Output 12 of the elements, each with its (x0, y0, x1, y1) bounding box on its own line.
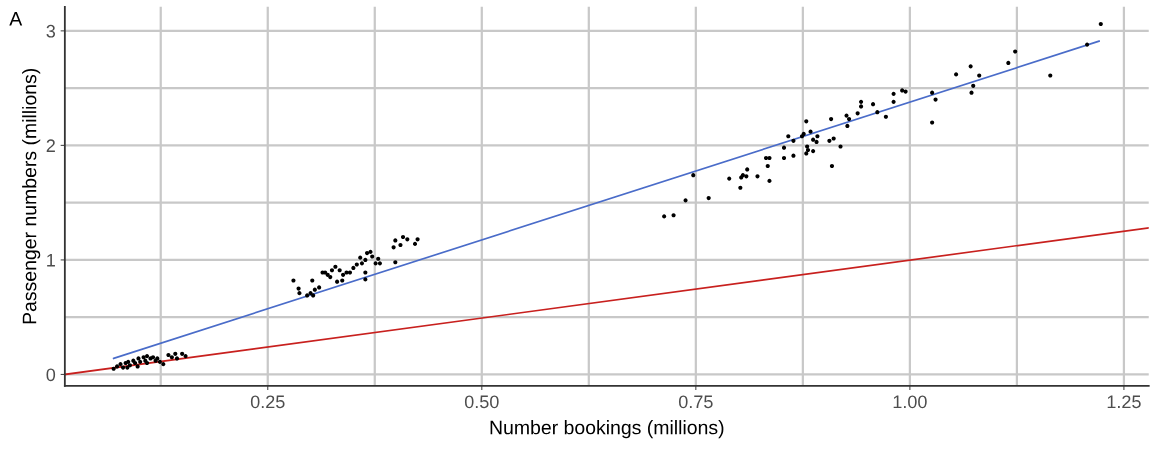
y-axis-title: Passenger numbers (millions) (22, 68, 41, 324)
x-tick-label: 1.25 (1107, 395, 1141, 409)
x-tick-label: 1.00 (893, 395, 927, 409)
y-tick-label: 2 (46, 139, 55, 152)
x-axis-title: Number bookings (millions) (490, 420, 724, 439)
y-tick-label: 1 (47, 254, 55, 267)
y-tick-label: 0 (46, 368, 56, 382)
y-tick-label: 3 (46, 24, 56, 38)
x-tick-label: 0.25 (250, 395, 285, 409)
x-tick-label: 0.75 (678, 395, 713, 409)
text: A (9, 12, 23, 26)
x-tick-label: 0.50 (464, 395, 499, 409)
